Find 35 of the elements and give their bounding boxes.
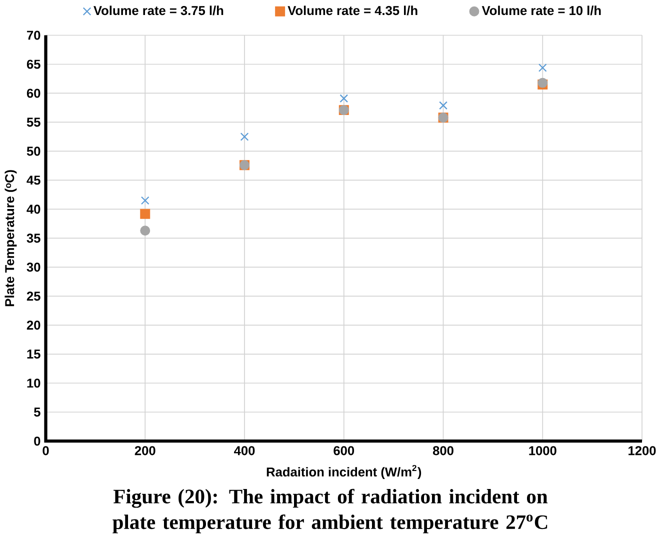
y-tick-label: 70 bbox=[27, 30, 40, 40]
x-axis-title: Radaition incident (W/m$^{2}$) bbox=[266, 464, 422, 480]
y-tick-label: 25 bbox=[26, 292, 40, 301]
text: Figure (20): The impact of radiation incident on plate temperature for ambient temperature 27$^{o}$C bbox=[112, 488, 548, 534]
y-tick-label: 55 bbox=[26, 118, 40, 127]
y-tick-label: 60 bbox=[26, 88, 40, 98]
point bbox=[140, 196, 150, 205]
point bbox=[140, 208, 150, 219]
y-tick-label: 20 bbox=[26, 320, 40, 330]
y-tick-label: 15 bbox=[27, 350, 40, 359]
point bbox=[439, 101, 448, 110]
y-tick-label: 5 bbox=[34, 408, 40, 417]
x-tick-label: 600 bbox=[334, 446, 354, 456]
legend-label: Volume rate = 4.35 l/h bbox=[288, 6, 418, 16]
point bbox=[140, 226, 150, 236]
y-tick-label: 0 bbox=[34, 436, 40, 446]
legend-label: Volume rate = 10 l/h bbox=[482, 6, 601, 16]
y-axis-title: Plate Temperature (ᵒC) bbox=[4, 170, 17, 306]
y-tick-label: 10 bbox=[27, 378, 40, 388]
y-tick-label: 35 bbox=[26, 234, 40, 243]
point bbox=[538, 64, 547, 72]
x-tick-label: 0 bbox=[42, 446, 49, 456]
y-tick-label: 45 bbox=[26, 176, 40, 185]
point bbox=[240, 132, 249, 141]
y-tick-label: 40 bbox=[26, 204, 40, 214]
x-tick-label: 1000 bbox=[529, 446, 556, 456]
y-tick-label: 65 bbox=[26, 60, 40, 69]
y-tick-label: 30 bbox=[26, 262, 40, 272]
point bbox=[340, 94, 348, 103]
x-tick-label: 1200 bbox=[628, 446, 656, 456]
x-tick-label: 800 bbox=[432, 446, 454, 456]
x-tick-label: 200 bbox=[134, 446, 156, 456]
y-tick-label: 50 bbox=[26, 146, 40, 156]
x-tick-label: 400 bbox=[234, 446, 255, 456]
legend-label: Volume rate = 3.75 l/h bbox=[94, 6, 224, 16]
